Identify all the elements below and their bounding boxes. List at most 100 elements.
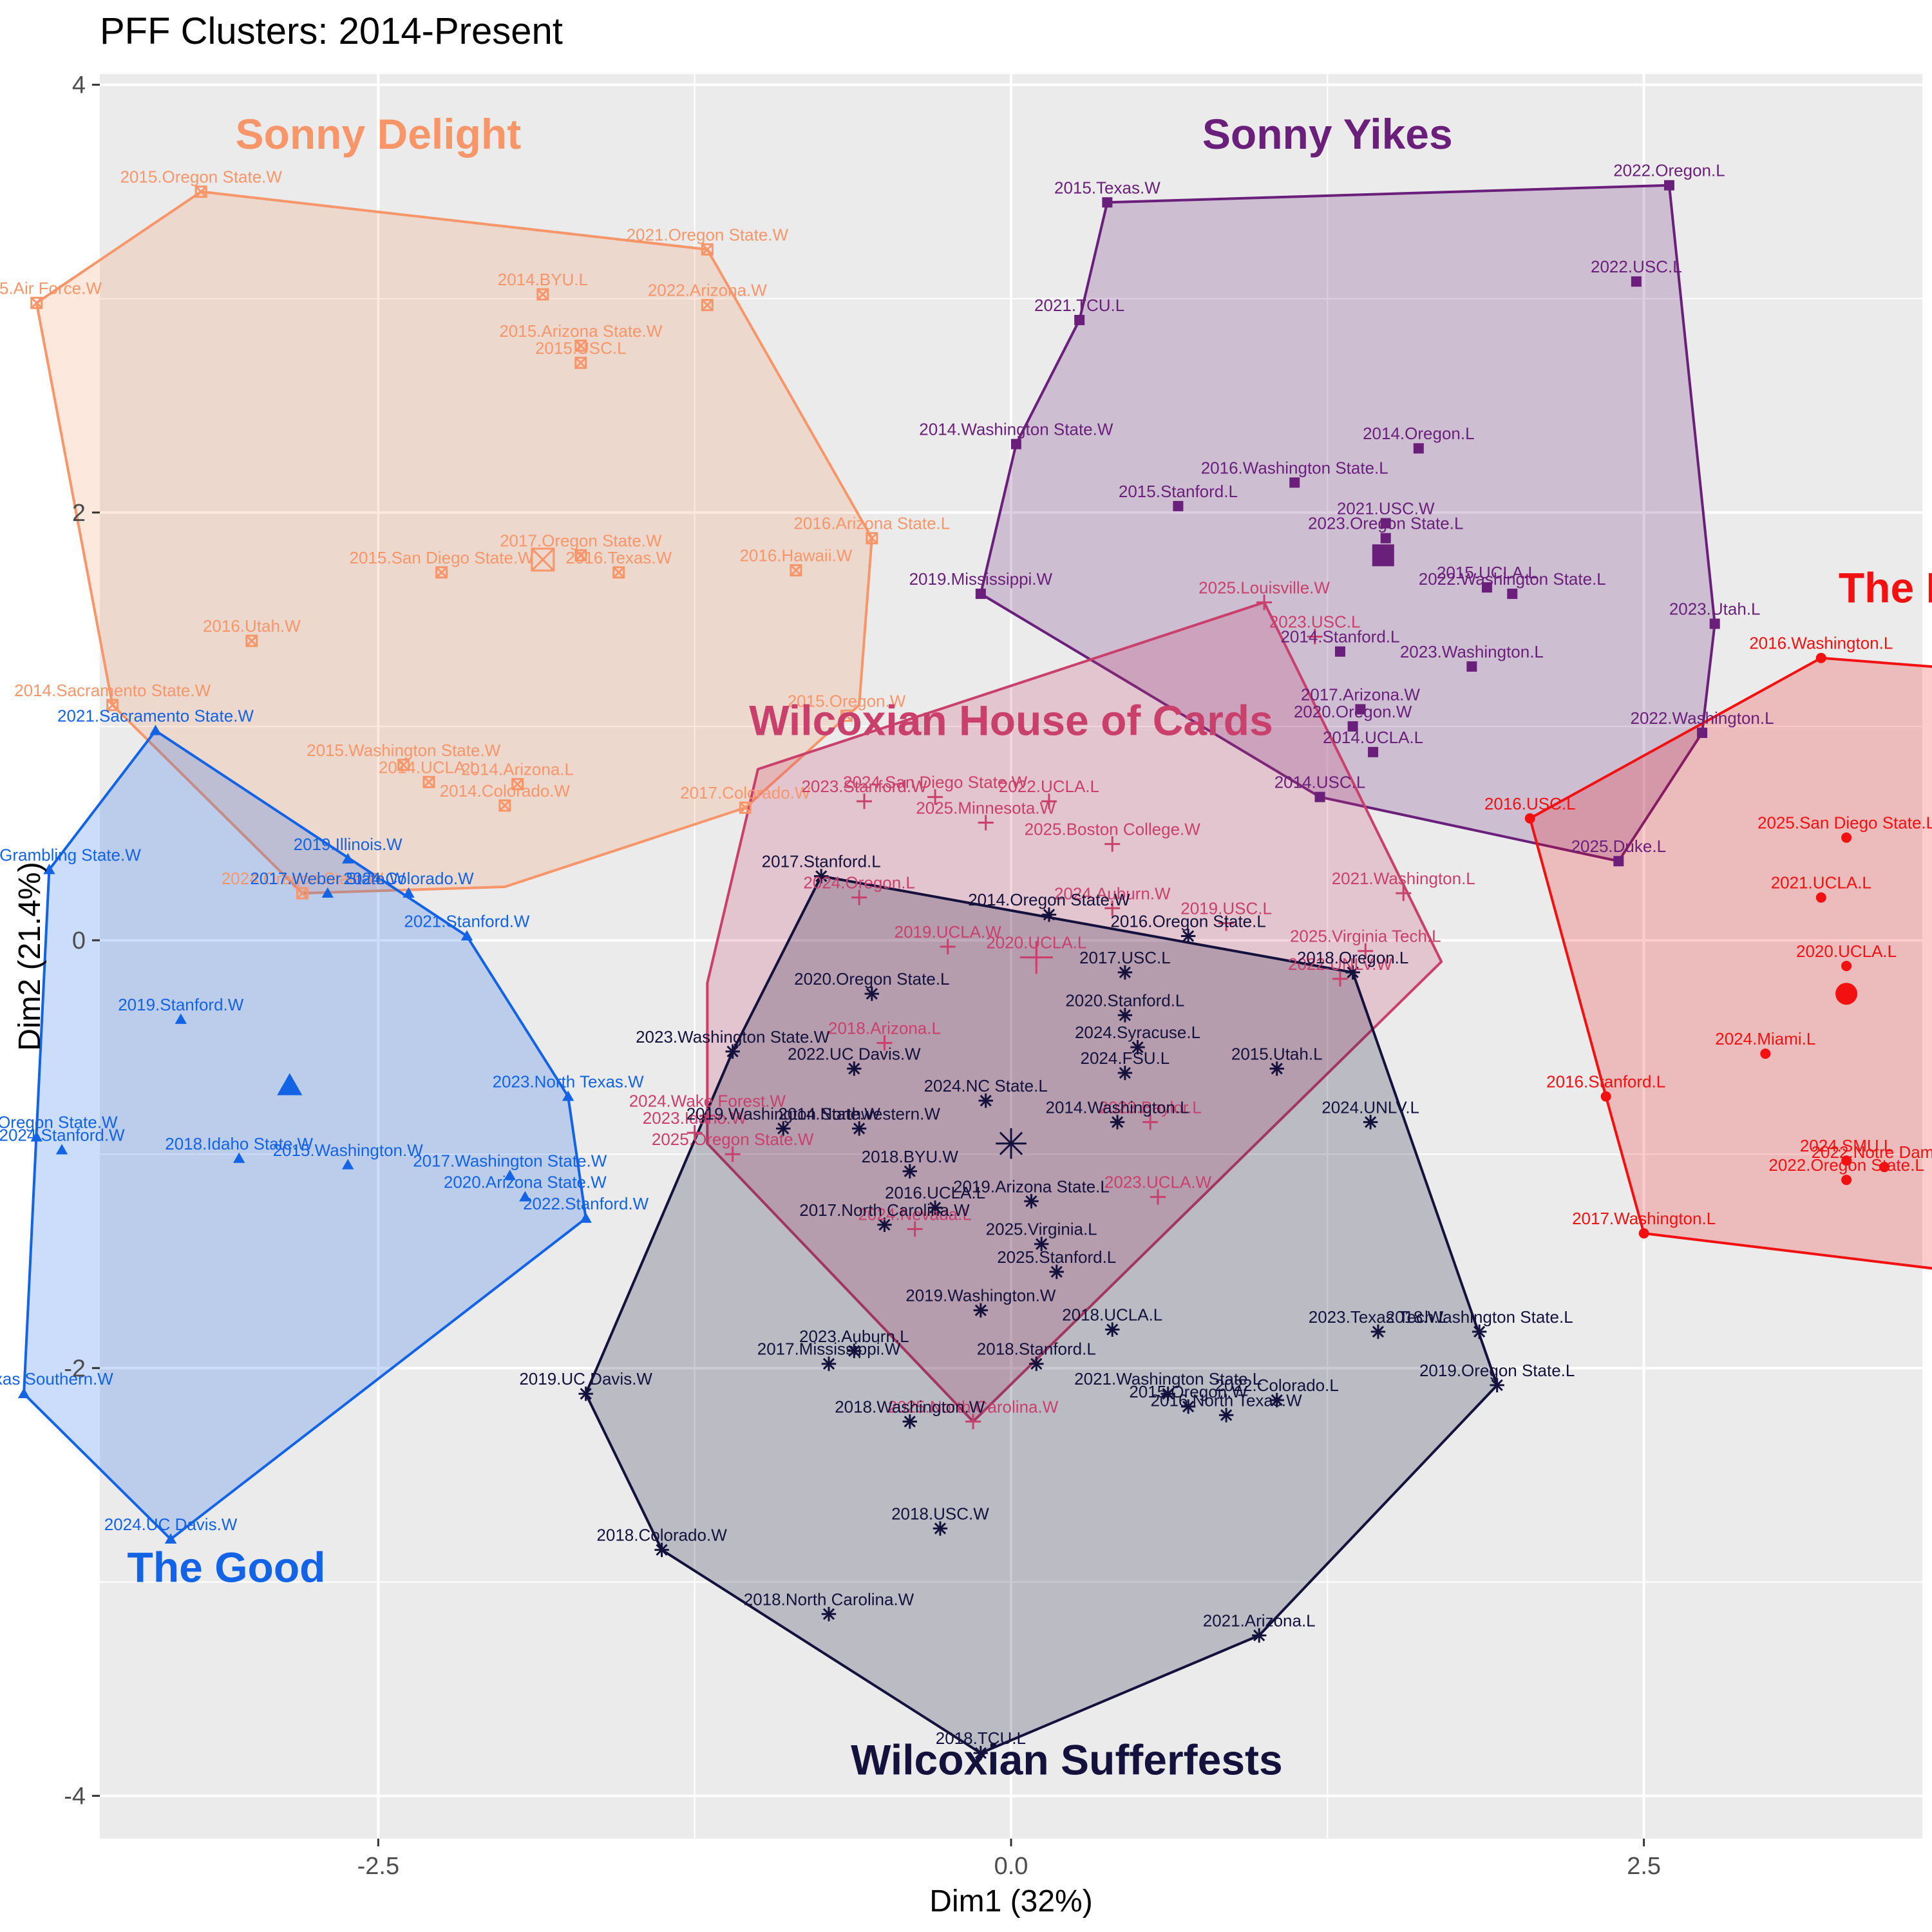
data-point	[1218, 915, 1235, 931]
point-label: 2021.USC.W	[1337, 498, 1435, 518]
data-point	[975, 589, 986, 600]
cluster-name-label: Wilcoxian Sufferfests	[851, 1736, 1283, 1783]
point-label: 2022.Arizona.W	[648, 281, 767, 300]
data-point	[43, 864, 55, 875]
point-label: 2023.Texas Tech.L	[1309, 1307, 1448, 1327]
point-label: 2022.UCLA.L	[999, 777, 1099, 796]
data-point	[1380, 518, 1391, 529]
data-point	[1507, 589, 1518, 600]
point-label: 2025.Oregon State.W	[652, 1130, 814, 1149]
data-point	[1841, 1175, 1852, 1186]
data-point	[1074, 314, 1085, 325]
data-point	[877, 1217, 892, 1233]
point-label: 2019.Mississippi.W	[909, 569, 1053, 589]
data-point	[973, 1303, 989, 1318]
point-label: 2015.USC.L	[535, 338, 627, 357]
data-point	[1613, 856, 1624, 867]
point-label: 2021.Washington State.L	[1074, 1369, 1262, 1388]
data-point	[422, 775, 435, 788]
point-label: 2014.Arizona.L	[461, 760, 574, 779]
axes: -2.5 0.0 2.5 -4 -2 0 2 4	[64, 72, 1661, 1880]
data-point	[1490, 1378, 1504, 1393]
point-label: 2025.Virginia.L	[986, 1220, 1097, 1239]
point-label: 2025.North Carolina.W	[888, 1397, 1059, 1416]
data-point	[940, 939, 956, 955]
data-point	[739, 801, 752, 814]
point-label: 2022.Notre Dame.L	[1812, 1142, 1932, 1162]
data-point	[1413, 443, 1424, 454]
cluster-centroid	[1835, 983, 1858, 1005]
data-point	[175, 1013, 187, 1024]
data-point	[1180, 929, 1196, 943]
point-label: 2024.Oregon.L	[803, 873, 914, 893]
point-label: 2014.BYU.L	[498, 270, 588, 289]
x-axis-title: Dim1 (32%)	[929, 1884, 1092, 1918]
data-point	[1256, 594, 1273, 611]
data-point	[55, 1144, 68, 1155]
point-label: 2019.Illinois.W	[294, 835, 403, 854]
point-label: 2016.North Texas.W	[1151, 1390, 1303, 1410]
data-point	[701, 299, 714, 312]
point-label: 2024.San Diego State.W	[843, 773, 1028, 792]
x-tick-label: 2.5	[1627, 1853, 1661, 1880]
point-label: 2015.Utah.L	[1231, 1044, 1323, 1063]
point-label: 2015.Oregon.W	[1129, 1382, 1247, 1401]
data-point	[1760, 1048, 1771, 1059]
data-point	[1663, 180, 1674, 191]
data-point	[1024, 1194, 1039, 1209]
point-label: 2022.USC.L	[1591, 257, 1682, 276]
data-point	[30, 1131, 43, 1142]
point-label: 2014.Sacramento State.W	[14, 681, 211, 700]
data-point	[1130, 1039, 1145, 1055]
data-point	[814, 869, 829, 884]
point-label: 2023.Baylor.L	[1099, 1097, 1202, 1117]
data-point	[1028, 949, 1045, 965]
point-label: 2015.Arizona State.W	[499, 321, 662, 341]
point-label: 2018.Colorado.W	[596, 1526, 727, 1545]
point-label: 2021.Oregon State.W	[627, 225, 789, 244]
point-label: 2023.Auburn.L	[799, 1327, 909, 1346]
point-label: 2025.Texas Southern.W	[0, 1369, 113, 1388]
cluster-name-label: The Bad	[1839, 564, 1932, 611]
data-point	[612, 566, 625, 579]
point-label: 2016.Hawaii.W	[739, 546, 852, 565]
point-label: 2019.UCLA.W	[895, 922, 1002, 942]
point-label: 2016.Arizona State.L	[793, 514, 950, 533]
data-point	[578, 1386, 593, 1401]
data-point	[574, 339, 587, 352]
cluster-name-label: Wilcoxian House of Cards	[749, 696, 1273, 744]
point-label: 2015.Washington State.W	[307, 741, 501, 760]
data-point	[341, 1159, 354, 1170]
data-point	[1472, 1324, 1487, 1340]
data-point	[341, 853, 354, 864]
data-point	[927, 789, 943, 805]
point-label: 2020.Stanford.L	[1065, 990, 1184, 1010]
data-point	[574, 549, 587, 562]
data-point	[857, 793, 873, 810]
point-label: 2023.Utah.L	[1669, 600, 1761, 619]
point-label: 2018.Washington State.L	[1386, 1307, 1573, 1327]
point-label: 2021.UCLA.L	[1771, 873, 1871, 893]
data-point	[1815, 892, 1826, 903]
point-label: 2017.USC.L	[1079, 948, 1171, 967]
point-label: 2022.Oregon State.L	[1768, 1155, 1924, 1175]
data-point	[973, 1745, 989, 1761]
cluster-names: Sonny Delight Sonny Yikes The Bad Wilcoxian…	[128, 110, 1932, 1783]
point-label: 2024.Stanford.W	[0, 1126, 125, 1145]
data-point	[1269, 1061, 1284, 1076]
data-point	[1160, 1386, 1175, 1401]
data-point	[511, 778, 524, 791]
point-label: 2018.Oregon.L	[1297, 948, 1408, 967]
point-label: 2015.Oregon.W	[788, 691, 906, 710]
point-label: 2018.North Carolina.W	[744, 1589, 914, 1609]
cluster-centroid	[531, 547, 555, 572]
data-point	[1334, 646, 1345, 657]
point-label: 2022.Stanford.W	[523, 1194, 649, 1213]
data-point	[321, 887, 334, 898]
point-label: 2016.Utah.W	[203, 616, 301, 636]
data-point	[1104, 836, 1121, 852]
x-tick-label: -2.5	[357, 1853, 399, 1880]
grid-lines	[100, 74, 1922, 1839]
point-label: 2025.Minnesota.W	[916, 798, 1056, 817]
data-point	[1049, 1264, 1064, 1280]
